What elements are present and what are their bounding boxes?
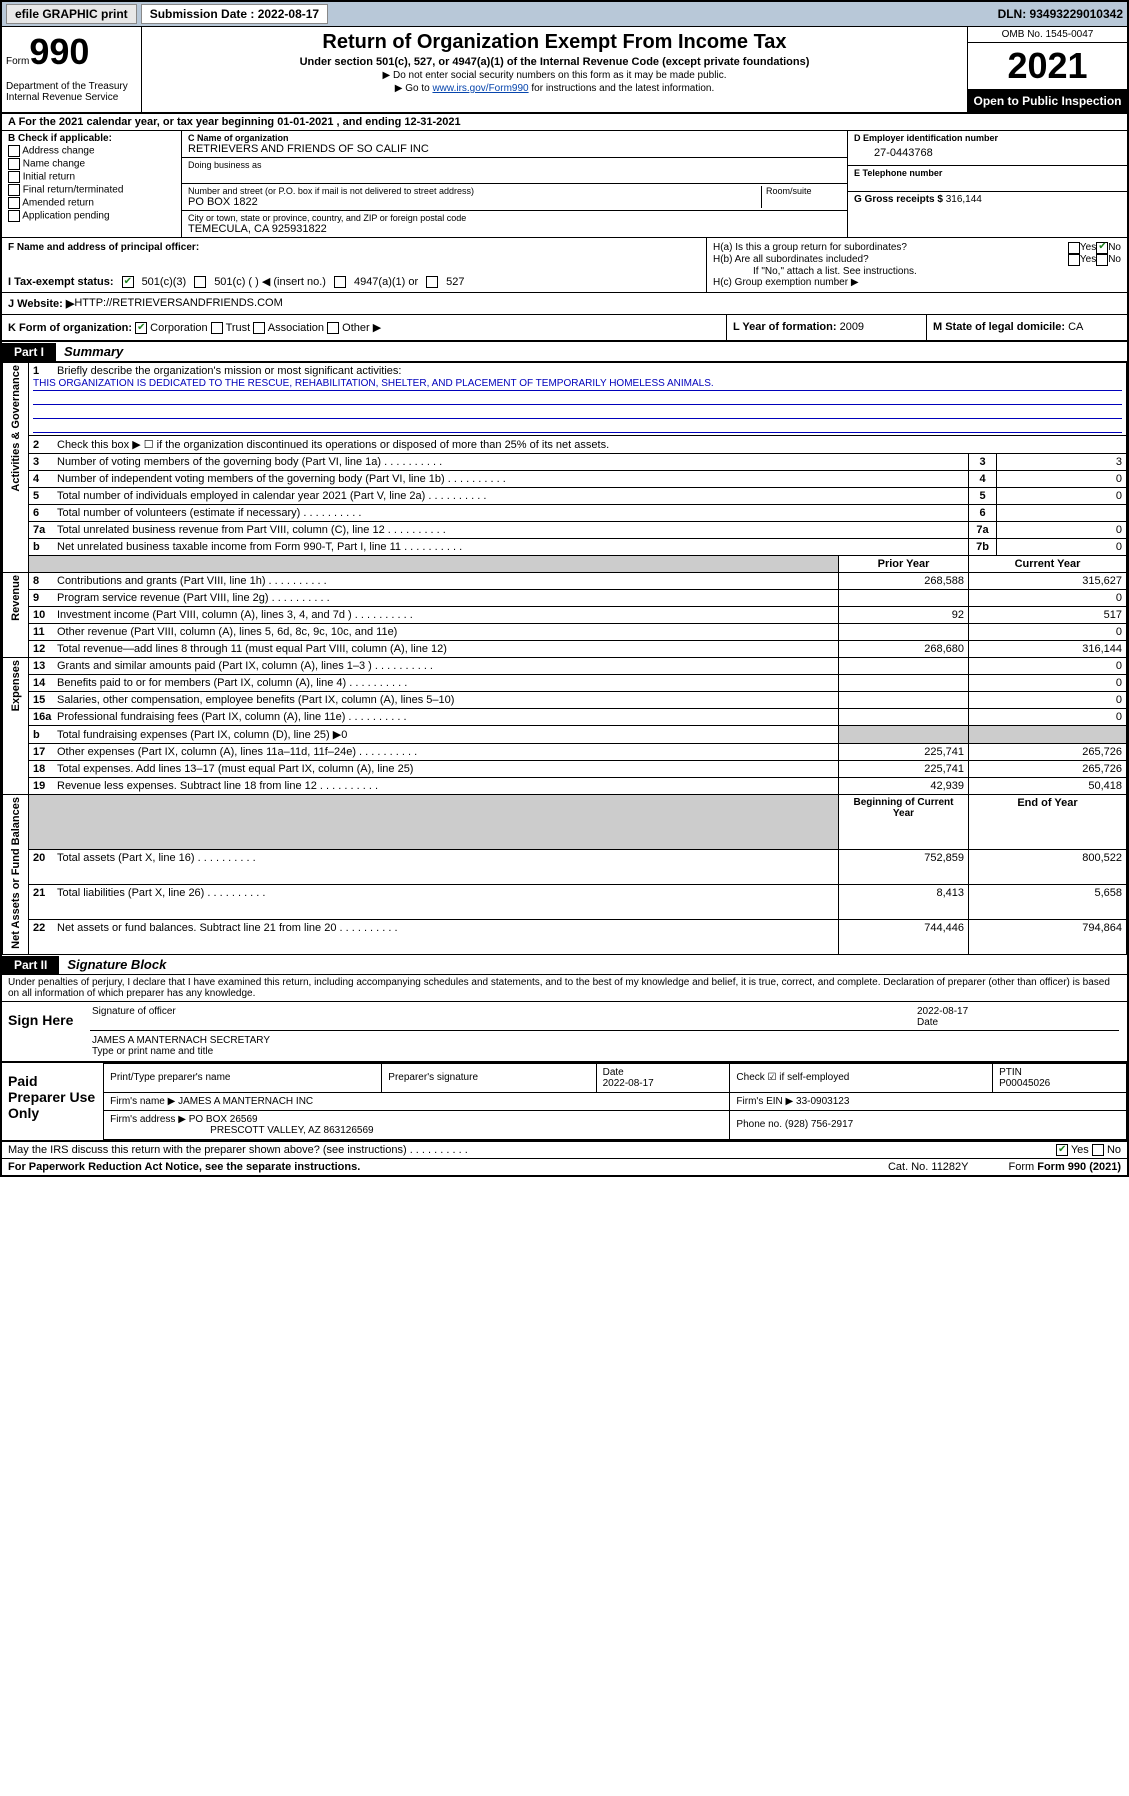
irs-link[interactable]: www.irs.gov/Form990 xyxy=(432,83,528,94)
row-web: J Website: ▶ HTTP://RETRIEVERSANDFRIENDS… xyxy=(2,293,1127,315)
chk-app[interactable] xyxy=(8,210,20,222)
cell-l: L Year of formation: 2009 xyxy=(727,315,927,340)
col-b: B Check if applicable: Address change Na… xyxy=(2,131,182,237)
col-f: F Name and address of principal officer:… xyxy=(2,238,707,292)
chk-name[interactable] xyxy=(8,158,20,170)
title-cell: Return of Organization Exempt From Incom… xyxy=(142,27,967,112)
year-cell: OMB No. 1545-0047 2021 Open to Public In… xyxy=(967,27,1127,112)
cell-k: K Form of organization: Corporation Trus… xyxy=(2,315,727,340)
discuss-row: May the IRS discuss this return with the… xyxy=(2,1142,1127,1158)
submission-date: Submission Date : 2022-08-17 xyxy=(141,4,328,24)
form-number-cell: Form990 Department of the Treasury Inter… xyxy=(2,27,142,112)
efile-btn[interactable]: efile GRAPHIC print xyxy=(6,4,137,24)
row-a: A For the 2021 calendar year, or tax yea… xyxy=(2,114,1127,131)
chk-trust[interactable] xyxy=(211,322,223,334)
chk-501c[interactable] xyxy=(194,276,206,288)
sign-here-section: Sign Here Signature of officer2022-08-17… xyxy=(2,1002,1127,1063)
paid-preparer-section: Paid Preparer Use Only Print/Type prepar… xyxy=(2,1063,1127,1142)
chk-initial[interactable] xyxy=(8,171,20,183)
chk-discuss-yes[interactable] xyxy=(1056,1144,1068,1156)
col-h: H(a) Is this a group return for subordin… xyxy=(707,238,1127,292)
chk-501c3[interactable] xyxy=(122,276,134,288)
col-c: C Name of organizationRETRIEVERS AND FRI… xyxy=(182,131,847,237)
cell-m: M State of legal domicile: CA xyxy=(927,315,1127,340)
chk-corp[interactable] xyxy=(135,322,147,334)
chk-4947[interactable] xyxy=(334,276,346,288)
chk-final[interactable] xyxy=(8,184,20,196)
chk-address[interactable] xyxy=(8,145,20,157)
part2-header: Part IISignature Block xyxy=(2,955,1127,975)
main-title: Return of Organization Exempt From Incom… xyxy=(146,31,963,54)
dln: DLN: 93493229010342 xyxy=(998,7,1123,21)
chk-amended[interactable] xyxy=(8,197,20,209)
footer-row: For Paperwork Reduction Act Notice, see … xyxy=(2,1158,1127,1175)
col-de: D Employer identification number27-04437… xyxy=(847,131,1127,237)
summary-table: Activities & Governance 1Briefly describ… xyxy=(2,362,1127,955)
chk-assoc[interactable] xyxy=(253,322,265,334)
declaration: Under penalties of perjury, I declare th… xyxy=(2,975,1127,1002)
chk-discuss-no[interactable] xyxy=(1092,1144,1104,1156)
dept: Department of the Treasury Internal Reve… xyxy=(6,81,137,103)
part1-header: Part ISummary xyxy=(2,342,1127,362)
chk-other[interactable] xyxy=(327,322,339,334)
chk-527[interactable] xyxy=(426,276,438,288)
topbar: efile GRAPHIC print Submission Date : 20… xyxy=(2,2,1127,27)
